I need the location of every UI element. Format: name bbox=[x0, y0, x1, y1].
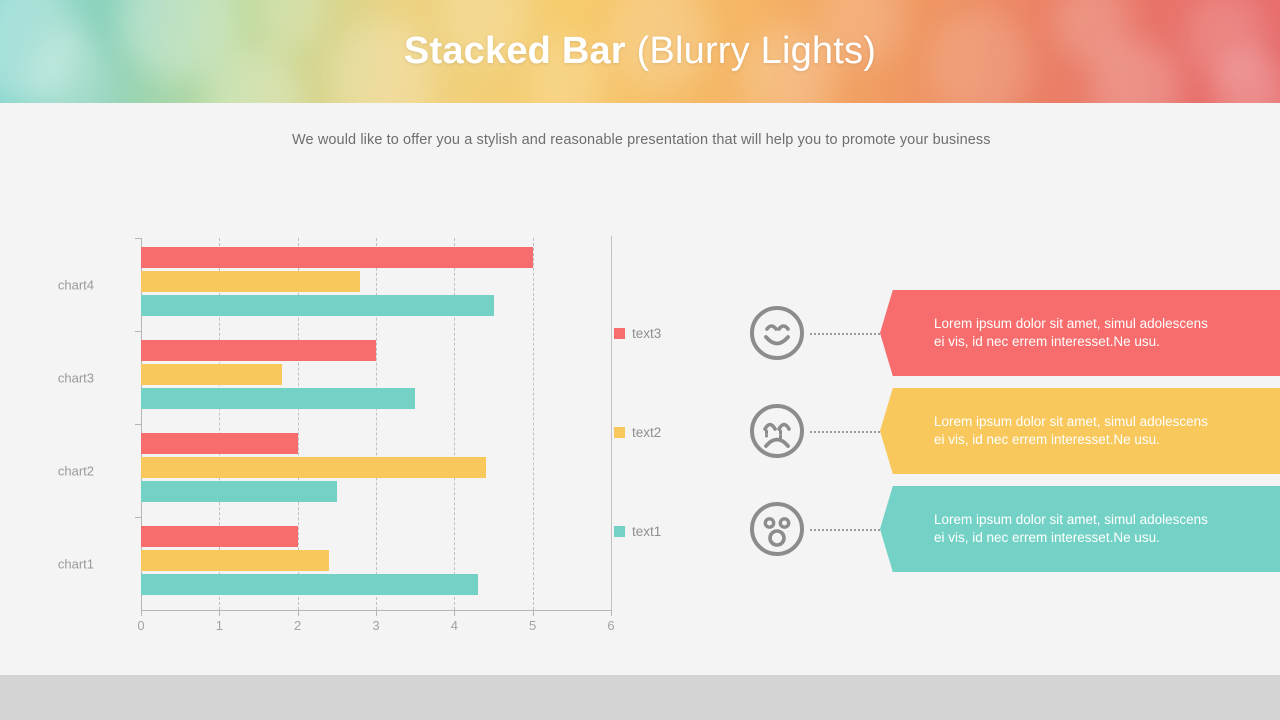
gridline bbox=[376, 238, 377, 610]
gridline bbox=[297, 238, 299, 610]
callout-row: Lorem ipsum dolor sit amet, simul adoles… bbox=[748, 486, 1280, 572]
page-title-light: (Blurry Lights) bbox=[636, 30, 877, 72]
x-tick-label: 6 bbox=[607, 618, 615, 633]
bar-chart3-text2 bbox=[141, 364, 282, 385]
y-tick bbox=[135, 331, 142, 332]
x-tick bbox=[376, 610, 377, 616]
bar-chart3-text1 bbox=[141, 388, 416, 409]
x-tick bbox=[454, 610, 456, 616]
gridline bbox=[454, 238, 456, 610]
legend-item-text2[interactable]: text2 bbox=[614, 425, 661, 440]
bar-chart4-text3 bbox=[141, 247, 533, 268]
legend-item-text1[interactable]: text1 bbox=[614, 524, 661, 539]
bar-chart3-text3 bbox=[141, 340, 376, 361]
x-tick bbox=[297, 610, 299, 616]
bar-chart1-text3 bbox=[141, 526, 298, 547]
callout-text: Lorem ipsum dolor sit amet, simul adoles… bbox=[934, 511, 1208, 546]
bar-chart1-text2 bbox=[141, 550, 329, 571]
callout-banner[interactable]: Lorem ipsum dolor sit amet, simul adoles… bbox=[880, 486, 1280, 572]
connector-dotted-line bbox=[810, 529, 888, 531]
gridline bbox=[219, 238, 221, 610]
bar-chart2-text1 bbox=[141, 481, 337, 502]
header-band: Stacked Bar (Blurry Lights) bbox=[0, 0, 1280, 103]
legend-label: text2 bbox=[632, 425, 662, 440]
subtitle-text: We would like to offer you a stylish and… bbox=[292, 132, 991, 148]
bar-chart: 0 1 2 3 4 5 6 chart1 chart2 chart3 chart4 bbox=[58, 232, 640, 633]
bar-chart4-text1 bbox=[141, 295, 494, 316]
callout-banner[interactable]: Lorem ipsum dolor sit amet, simul adoles… bbox=[880, 388, 1280, 474]
legend-divider bbox=[611, 236, 612, 608]
legend-swatch-icon bbox=[614, 526, 625, 537]
x-tick-label: 0 bbox=[137, 618, 145, 633]
y-tick bbox=[135, 238, 142, 239]
surprised-face-icon bbox=[748, 500, 806, 563]
connector-dotted-line bbox=[810, 431, 888, 433]
x-tick-label: 1 bbox=[215, 618, 223, 633]
category-label-chart1: chart1 bbox=[57, 556, 94, 571]
category-label-chart2: chart2 bbox=[57, 463, 94, 478]
crying-face-icon bbox=[748, 402, 806, 465]
x-tick bbox=[219, 610, 221, 616]
x-tick bbox=[141, 610, 142, 616]
x-tick bbox=[611, 610, 612, 616]
gridline bbox=[532, 238, 534, 610]
x-tick-label: 5 bbox=[529, 618, 537, 633]
bar-chart2-text2 bbox=[141, 457, 486, 478]
x-tick-label: 4 bbox=[450, 618, 458, 633]
y-tick bbox=[135, 424, 142, 425]
bar-chart4-text2 bbox=[141, 271, 361, 292]
legend-label: text1 bbox=[632, 524, 662, 539]
x-tick bbox=[532, 610, 534, 616]
callout-text: Lorem ipsum dolor sit amet, simul adoles… bbox=[934, 413, 1208, 448]
legend-label: text3 bbox=[632, 326, 662, 341]
y-tick bbox=[135, 517, 142, 518]
legend-swatch-icon bbox=[614, 427, 625, 438]
callout-text: Lorem ipsum dolor sit amet, simul adoles… bbox=[934, 315, 1208, 350]
page-title: Stacked Bar (Blurry Lights) bbox=[0, 0, 1280, 103]
page-title-bold: Stacked Bar bbox=[403, 30, 637, 72]
footer-bar bbox=[0, 675, 1280, 720]
callout-row: Lorem ipsum dolor sit amet, simul adoles… bbox=[748, 290, 1280, 376]
legend-item-text3[interactable]: text3 bbox=[614, 326, 661, 341]
category-label-chart3: chart3 bbox=[57, 370, 94, 385]
category-label-chart4: chart4 bbox=[57, 277, 94, 292]
callout-row: Lorem ipsum dolor sit amet, simul adoles… bbox=[748, 388, 1280, 474]
bar-chart1-text1 bbox=[141, 574, 478, 595]
smiling-face-icon bbox=[748, 304, 806, 367]
legend-swatch-icon bbox=[614, 328, 625, 339]
connector-dotted-line bbox=[810, 333, 888, 335]
callout-banner[interactable]: Lorem ipsum dolor sit amet, simul adoles… bbox=[880, 290, 1280, 376]
x-tick-label: 3 bbox=[372, 618, 380, 633]
bar-chart2-text3 bbox=[141, 433, 298, 454]
x-tick-label: 2 bbox=[294, 618, 302, 633]
